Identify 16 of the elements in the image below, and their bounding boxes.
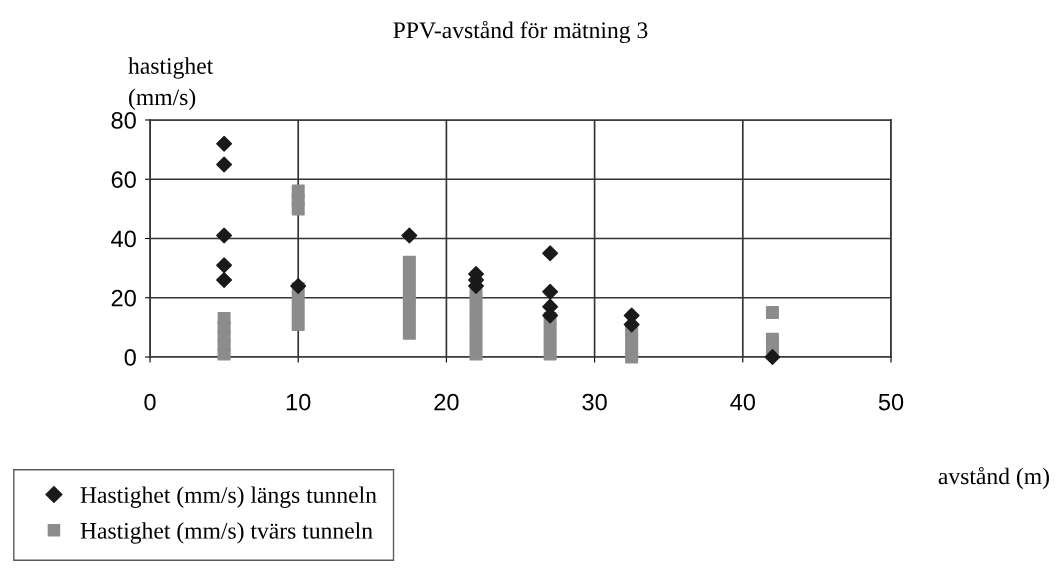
- x-axis-title: avstånd (m): [938, 466, 1049, 490]
- x-tick-label: 0: [144, 393, 156, 411]
- x-tick-label: 20: [434, 393, 459, 411]
- y-tick-label: 60: [111, 171, 136, 189]
- y-axis-title: hastighet (mm/s): [128, 57, 214, 110]
- legend-label: Hastighet (mm/s) längs tunneln: [80, 486, 377, 508]
- y-tick-label: 20: [111, 289, 136, 307]
- x-tick-label: 50: [878, 393, 904, 411]
- x-tick-label: 30: [582, 393, 607, 411]
- chart-title: PPV-avstånd för mätning 3: [393, 20, 648, 44]
- x-tick-label: 40: [730, 393, 756, 411]
- legend-label: Hastighet (mm/s) tvärs tunneln: [80, 522, 373, 544]
- x-tick-label: 10: [286, 393, 311, 411]
- y-tick-label: 80: [111, 112, 136, 129]
- y-tick-label: 40: [111, 230, 136, 248]
- y-tick-label: 0: [124, 349, 136, 366]
